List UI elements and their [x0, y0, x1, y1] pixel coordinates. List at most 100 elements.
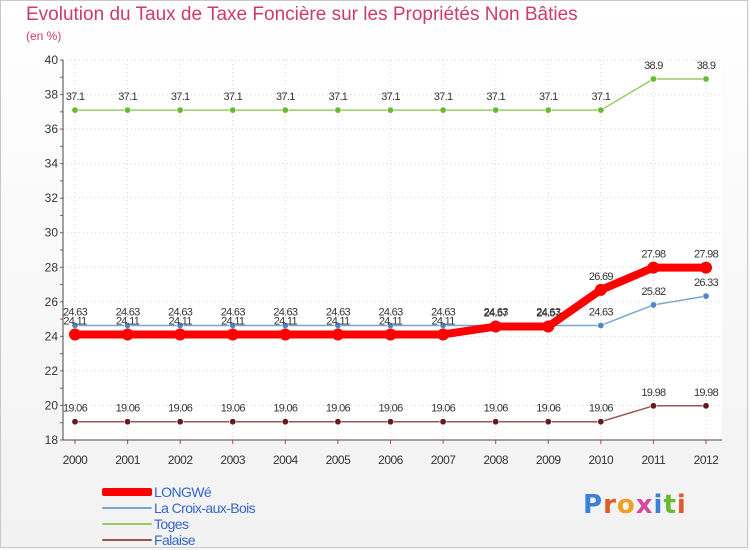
data-point-falaise — [386, 418, 394, 426]
data-label-falaise: 19.06 — [221, 403, 246, 415]
data-label-longwe: 24.11 — [169, 315, 193, 327]
data-label-la-croix-aux-bois: 24.63 — [168, 306, 193, 318]
data-point-longwe — [437, 328, 450, 341]
y-axis-unit-label: (en %) — [26, 29, 62, 43]
data-label-longwe: 24.11 — [116, 315, 140, 327]
data-label-toges: 37.1 — [329, 91, 348, 103]
y-tick-label: 18 — [45, 433, 59, 447]
logo-letter: i — [653, 490, 664, 520]
data-label-longwe: 27.98 — [641, 249, 666, 261]
data-point-toges — [176, 106, 184, 114]
y-tick-label: 30 — [45, 226, 59, 240]
data-label-longwe: 24.11 — [379, 315, 403, 327]
data-point-falaise — [439, 418, 447, 426]
legend-item-falaise: Falaise — [102, 532, 255, 548]
data-label-longwe: 24.11 — [63, 315, 87, 327]
legend: LONGWé La Croix-aux-Bois Toges Falaise — [102, 484, 256, 548]
data-label-la-croix-aux-bois: 24.63 — [378, 306, 403, 318]
x-tick-label: 2003 — [220, 453, 246, 467]
data-point-longwe — [174, 328, 187, 341]
data-label-falaise: 19.06 — [168, 403, 193, 415]
x-tick-label: 2007 — [431, 453, 457, 467]
data-point-la-croix-aux-bois — [649, 301, 657, 309]
data-point-falaise — [176, 418, 184, 426]
legend-label-la-croix-aux-bois: La Croix-aux-Bois — [154, 500, 256, 516]
logo-letter: i — [676, 490, 687, 520]
data-label-la-croix-aux-bois: 24.63 — [116, 306, 141, 318]
data-label-toges: 37.1 — [486, 91, 505, 103]
data-point-la-croix-aux-bois — [702, 292, 710, 300]
y-tick-label: 26 — [45, 295, 59, 309]
x-tick-label: 2005 — [326, 453, 352, 467]
data-label-longwe: 24.11 — [431, 315, 455, 327]
data-point-longwe — [331, 328, 344, 341]
logo-letter: x — [635, 490, 654, 520]
data-point-toges — [702, 75, 710, 83]
data-label-la-croix-aux-bois: 24.63 — [484, 306, 509, 318]
proxiti-logo: Proxiti — [583, 490, 687, 520]
legend-swatch-toges — [102, 523, 152, 525]
legend-item-longwe: LONGWé — [102, 484, 255, 500]
data-label-la-croix-aux-bois: 24.63 — [431, 306, 456, 318]
data-point-falaise — [702, 402, 710, 410]
data-point-toges — [229, 106, 237, 114]
data-point-falaise — [649, 402, 657, 410]
data-point-falaise — [281, 418, 289, 426]
y-tick-label: 34 — [45, 157, 59, 171]
data-label-falaise: 19.06 — [589, 403, 614, 415]
data-point-falaise — [334, 418, 342, 426]
data-label-la-croix-aux-bois: 24.63 — [221, 306, 246, 318]
data-label-longwe: 24.57 — [484, 308, 509, 320]
data-label-longwe: 24.11 — [221, 315, 245, 327]
data-point-longwe — [489, 320, 502, 333]
x-tick-label: 2011 — [642, 453, 667, 467]
data-label-la-croix-aux-bois: 26.33 — [694, 277, 719, 289]
logo-letter: P — [583, 490, 604, 520]
data-label-toges: 38.9 — [697, 60, 716, 72]
data-label-toges: 37.1 — [276, 91, 295, 103]
data-label-falaise: 19.06 — [116, 403, 141, 415]
data-label-longwe: 24.57 — [536, 308, 561, 320]
data-point-longwe — [384, 328, 397, 341]
legend-swatch-falaise — [102, 539, 152, 541]
y-tick-label: 24 — [45, 329, 59, 343]
data-point-toges — [334, 106, 342, 114]
data-label-toges: 37.1 — [381, 91, 400, 103]
data-label-toges: 37.1 — [592, 91, 611, 103]
data-label-falaise: 19.06 — [273, 403, 298, 415]
data-label-toges: 37.1 — [539, 91, 558, 103]
data-point-toges — [597, 106, 605, 114]
y-tick-label: 20 — [45, 398, 59, 412]
data-point-falaise — [229, 418, 237, 426]
data-label-la-croix-aux-bois: 24.63 — [536, 306, 561, 318]
data-label-la-croix-aux-bois: 24.63 — [273, 306, 298, 318]
data-label-falaise: 19.06 — [326, 403, 351, 415]
data-label-la-croix-aux-bois: 24.63 — [63, 306, 88, 318]
data-point-falaise — [544, 418, 552, 426]
data-point-longwe — [121, 328, 134, 341]
x-tick-label: 2004 — [273, 453, 299, 467]
data-point-toges — [386, 106, 394, 114]
data-label-la-croix-aux-bois: 24.63 — [589, 306, 614, 318]
x-tick-label: 2008 — [483, 453, 509, 467]
data-point-toges — [124, 106, 132, 114]
logo-letter: t — [663, 490, 677, 520]
data-point-longwe — [594, 283, 607, 296]
data-label-la-croix-aux-bois: 24.63 — [326, 306, 351, 318]
legend-label-toges: Toges — [154, 516, 189, 532]
data-label-toges: 37.1 — [171, 91, 190, 103]
y-tick-label: 22 — [45, 364, 59, 378]
data-point-la-croix-aux-bois — [597, 321, 605, 329]
data-label-falaise: 19.06 — [63, 403, 88, 415]
data-point-toges — [492, 106, 500, 114]
data-label-longwe: 24.11 — [326, 315, 350, 327]
y-tick-label: 28 — [45, 260, 59, 274]
legend-item-la-croix-aux-bois: La Croix-aux-Bois — [102, 500, 256, 516]
x-tick-label: 2001 — [115, 453, 141, 467]
data-label-longwe: 27.98 — [694, 249, 719, 261]
y-tick-label: 36 — [45, 122, 59, 136]
y-tick-label: 40 — [45, 53, 59, 67]
data-point-toges — [281, 106, 289, 114]
x-tick-label: 2006 — [378, 453, 404, 467]
